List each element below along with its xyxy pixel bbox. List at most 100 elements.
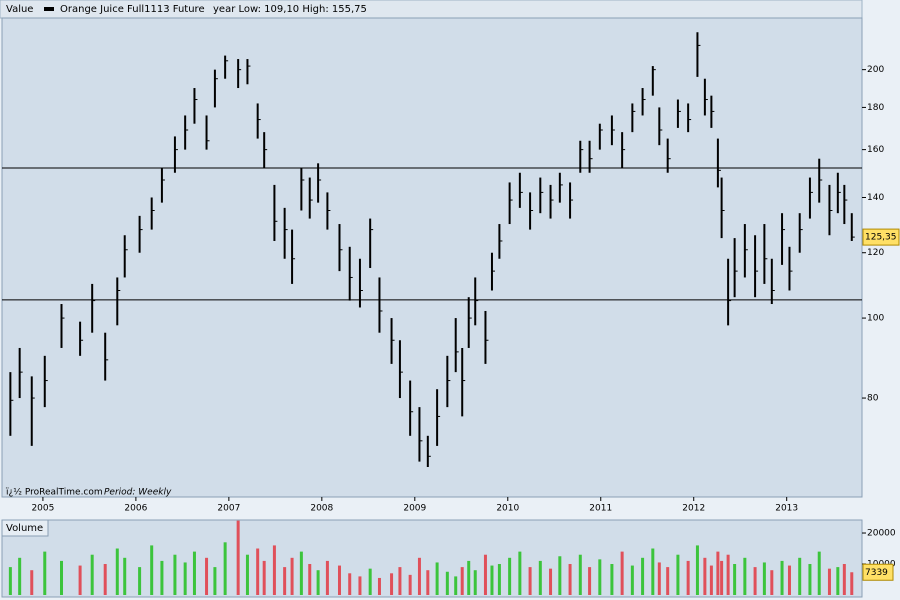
- x-tick-label: 2006: [124, 504, 147, 514]
- volume-bar: [325, 560, 329, 595]
- volume-bar: [549, 568, 553, 595]
- last-price-label: 125,35: [865, 233, 897, 243]
- volume-bar: [703, 557, 707, 595]
- volume-bar: [528, 567, 532, 595]
- volume-bar: [272, 545, 276, 595]
- volume-bar: [103, 564, 107, 595]
- last-volume-box: [862, 563, 894, 581]
- volume-bar: [787, 565, 791, 595]
- volume-bar: [256, 548, 260, 595]
- volume-bar: [657, 562, 661, 595]
- volume-bar: [150, 545, 154, 595]
- y-tick-label: 200: [867, 65, 884, 75]
- volume-bar: [598, 559, 602, 595]
- volume-bar: [798, 557, 802, 595]
- footer: ï¿½ ProRealTime.com: [5, 488, 103, 498]
- x-tick-label: 2010: [496, 504, 519, 514]
- volume-tick-label: 20000: [867, 529, 896, 539]
- volume-bar: [716, 551, 720, 595]
- volume-bar: [78, 565, 82, 595]
- volume-bar: [641, 557, 645, 595]
- x-tick-label: 2012: [682, 504, 705, 514]
- volume-bar: [762, 562, 766, 595]
- volume-bar: [733, 564, 737, 595]
- volume-bar: [497, 564, 501, 595]
- volume-bar: [445, 571, 449, 595]
- volume-bar: [836, 567, 840, 595]
- volume-bar: [817, 551, 821, 595]
- volume-bar: [709, 565, 713, 595]
- volume-bar: [695, 545, 699, 595]
- subtitle: year Low: 109,10 High: 155,75: [213, 4, 367, 15]
- volume-bar: [518, 551, 522, 595]
- volume-bar: [398, 567, 402, 595]
- volume-bar: [123, 557, 127, 595]
- volume-bar: [743, 557, 747, 595]
- volume-bar: [8, 567, 12, 595]
- volume-bar: [299, 551, 303, 595]
- volume-bar: [630, 565, 634, 595]
- volume-bar: [435, 562, 439, 595]
- volume-bar: [538, 560, 542, 595]
- volume-bar: [283, 567, 287, 595]
- volume-bar: [454, 576, 458, 595]
- volume-bar: [290, 557, 294, 595]
- volume-bar: [377, 577, 381, 595]
- legend-swatch: [44, 7, 54, 11]
- volume-bar: [610, 564, 614, 595]
- volume-bar: [850, 572, 854, 595]
- volume-bar: [417, 557, 421, 595]
- volume-bar: [666, 567, 670, 595]
- volume-bar: [726, 554, 730, 595]
- volume-bar: [183, 562, 187, 595]
- x-tick-label: 2008: [310, 504, 333, 514]
- volume-bar: [473, 570, 477, 595]
- volume-bar: [90, 554, 94, 595]
- x-tick-label: 2007: [217, 504, 240, 514]
- volume-bar: [467, 560, 471, 595]
- volume-bar: [558, 556, 562, 595]
- volume-bar: [223, 542, 227, 595]
- legend-title: Orange Juice Full1113 Future: [60, 4, 205, 15]
- volume-bar: [720, 560, 724, 595]
- volume-bar: [651, 548, 655, 595]
- volume-bar: [262, 560, 266, 595]
- volume-bar: [358, 576, 362, 595]
- volume-bar: [30, 570, 34, 595]
- volume-bar: [18, 557, 22, 595]
- volume-bar: [236, 520, 240, 595]
- volume-bar: [205, 557, 209, 595]
- volume-bar: [245, 554, 249, 595]
- volume-bar: [588, 567, 592, 595]
- y-tick-label: 80: [867, 394, 879, 404]
- y-tick-label: 160: [867, 145, 884, 155]
- y-tick-label: 140: [867, 193, 884, 203]
- x-tick-label: 2005: [31, 504, 54, 514]
- last-volume-label: 7339: [865, 568, 888, 578]
- volume-bar: [213, 567, 217, 595]
- volume-bar: [115, 548, 119, 595]
- volume-bar: [192, 551, 196, 595]
- volume-bar: [43, 551, 47, 595]
- volume-bar: [460, 567, 464, 595]
- volume-bar: [173, 554, 177, 595]
- volume-title-box: [1, 519, 49, 537]
- volume-bar: [676, 554, 680, 595]
- volume-bar: [827, 568, 831, 595]
- volume-bar: [753, 567, 757, 595]
- volume-bar: [160, 560, 164, 595]
- volume-bar: [408, 574, 412, 595]
- volume-panel: [1, 519, 863, 598]
- volume-bar: [568, 564, 572, 595]
- volume-bar: [138, 567, 142, 595]
- volume-bar: [808, 564, 812, 595]
- volume-bar: [780, 560, 784, 595]
- volume-bar: [308, 564, 312, 595]
- y-tick-label: 100: [867, 314, 884, 324]
- x-tick-label: 2009: [403, 504, 426, 514]
- y-tick-label: 180: [867, 103, 884, 113]
- volume-bar: [337, 565, 341, 595]
- last-price-box: [862, 228, 900, 246]
- header-label: Value: [6, 4, 33, 15]
